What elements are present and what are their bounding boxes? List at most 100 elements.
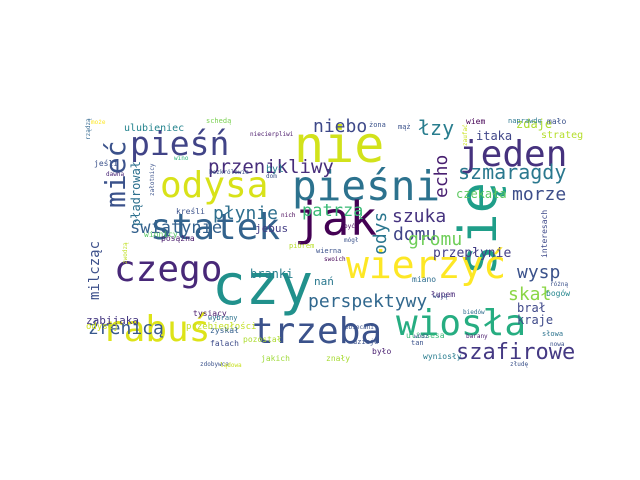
- word-statek: statek: [150, 207, 281, 248]
- word-domu: domu: [393, 224, 437, 245]
- word-barany: barany: [466, 333, 488, 340]
- word-nowa: nowa: [550, 341, 565, 348]
- word-mogl: mógł: [344, 237, 359, 244]
- word-branki: branki: [250, 267, 294, 281]
- word-obiecani: obiecani: [345, 324, 374, 331]
- word-kraje: kraje: [517, 313, 554, 327]
- word-nich: nich: [281, 212, 296, 219]
- word-zwodza: zwodzą: [122, 242, 129, 264]
- word-rozna: różną: [550, 281, 569, 288]
- word-echo: echo: [431, 154, 452, 198]
- word-bogow: bogów: [546, 289, 571, 298]
- word-zona: żona: [369, 121, 386, 129]
- word-scheda: schedą: [206, 117, 232, 125]
- word-rabus: rabuś: [102, 309, 211, 350]
- word-pozostal: pozostał: [243, 335, 282, 344]
- word-byl: był: [266, 164, 285, 175]
- word-byc: być: [344, 223, 355, 230]
- word-swiatynie: świątynie: [130, 218, 223, 238]
- word-winnicy: winnicy: [144, 230, 178, 239]
- word-kresli: kreśli: [176, 207, 205, 216]
- word-szafirowe: szafirowe: [456, 340, 576, 365]
- word-plynie: płynie: [213, 203, 279, 224]
- word-lupem: łupem: [431, 290, 456, 299]
- word-morze: morze: [512, 184, 567, 205]
- word-czekala: czekała: [456, 187, 507, 201]
- word-jak: jak: [294, 192, 378, 246]
- word-posazna: posążna: [161, 234, 195, 243]
- word-skal: skał: [508, 284, 552, 305]
- word-zdaje: zdaje: [516, 117, 553, 131]
- word-niebo: niebo: [313, 116, 368, 137]
- word-wysp: wysp: [517, 262, 561, 283]
- word-maz: mąż: [398, 123, 411, 131]
- word-bylo: było: [372, 347, 392, 356]
- word-zabijaka: zabijaka: [86, 314, 139, 327]
- word-itaka: itaka: [476, 129, 513, 143]
- word-przeplynie: przepłynie: [433, 246, 512, 261]
- word-wija: wiją: [433, 293, 448, 300]
- word-zrenica: źrenicą: [88, 318, 164, 339]
- word-odysej: odysej: [86, 322, 119, 332]
- word-ulubieniec: ulubieniec: [124, 123, 185, 134]
- word-niecierpliwi: niecierpliwi: [250, 131, 294, 138]
- word-czego: czego: [114, 249, 223, 290]
- word-piorem: piórem: [289, 242, 315, 250]
- word-piesn: pieśń: [130, 124, 230, 163]
- word-cloud: nie się jeden pieśń odysa pieśni statek …: [80, 110, 583, 370]
- word-ladowa: lądowa: [220, 362, 242, 369]
- word-lzy: łzy: [418, 116, 455, 140]
- word-jebus: jebus: [255, 222, 289, 235]
- word-dzieje: dzieje: [353, 338, 379, 346]
- word-szmaragdy: szmaragdy: [458, 160, 567, 184]
- word-moze: może: [91, 119, 106, 126]
- word-zdobywca: zdobywca: [200, 361, 229, 368]
- word-miano: miano: [412, 275, 437, 284]
- word-bezkrolewie: bezkrólewie: [209, 169, 249, 176]
- word-naprawde: naprawdę: [508, 117, 542, 125]
- word-szuka: szuka: [392, 206, 447, 227]
- word-malo: mało: [547, 117, 567, 126]
- word-swoich: swoich: [324, 256, 346, 263]
- word-dom: dom: [266, 173, 277, 180]
- word-wiosla: wiosła: [396, 303, 527, 344]
- word-jesli: jeśli: [94, 159, 119, 168]
- word-rzadza: rządzą: [85, 118, 92, 140]
- word-czy: czy: [212, 253, 314, 318]
- word-jeden: jeden: [459, 134, 568, 175]
- word-slowa: słowa: [542, 330, 564, 338]
- word-falach: falach: [210, 339, 239, 348]
- word-dawna: dawna: [106, 171, 125, 178]
- word-odysa: odysa: [160, 165, 269, 206]
- word-bral: brał: [517, 301, 546, 315]
- word-patrza: patrzą: [302, 201, 364, 221]
- word-tysiacy: tysiący: [193, 309, 227, 318]
- word-przebieglosci: przebiegłości: [186, 322, 257, 332]
- word-znaly: znały: [326, 354, 351, 363]
- word-wierna: wierna: [316, 247, 342, 255]
- word-trzeba: trzeba: [252, 311, 383, 352]
- word-zlude: złudę: [510, 361, 529, 368]
- word-jakich: jakich: [261, 354, 290, 363]
- word-wybrany: wybrany: [208, 314, 238, 322]
- word-biedow: biedów: [463, 309, 485, 316]
- word-nie: nie: [294, 116, 385, 174]
- word-ulissesa: ulissesa: [406, 331, 445, 340]
- word-zalotnicy: załotnicy: [149, 163, 156, 196]
- word-perspektywy: perspektywy: [308, 291, 428, 312]
- word-interesach: interesach: [540, 209, 549, 258]
- word-pladrowal: płądrował: [129, 160, 143, 226]
- word-zyskal: zyskał: [210, 326, 239, 335]
- word-odys: odys: [370, 211, 391, 255]
- word-strateg: strateg: [541, 130, 584, 141]
- word-wyniosly: wyniosły: [423, 352, 462, 361]
- word-przenikliwy: przenikliwy: [208, 156, 334, 178]
- word-milczac: milcząc: [87, 240, 103, 300]
- word-wodz: wódz: [414, 333, 429, 340]
- word-nan: nań: [314, 275, 334, 288]
- word-wiem: wiem: [466, 117, 486, 126]
- word-zaufac: zaufać: [462, 124, 469, 146]
- word-wierzyc: wierzyć: [346, 243, 507, 287]
- word-wino: wino: [174, 155, 189, 162]
- word-gromu: gromu: [408, 229, 463, 250]
